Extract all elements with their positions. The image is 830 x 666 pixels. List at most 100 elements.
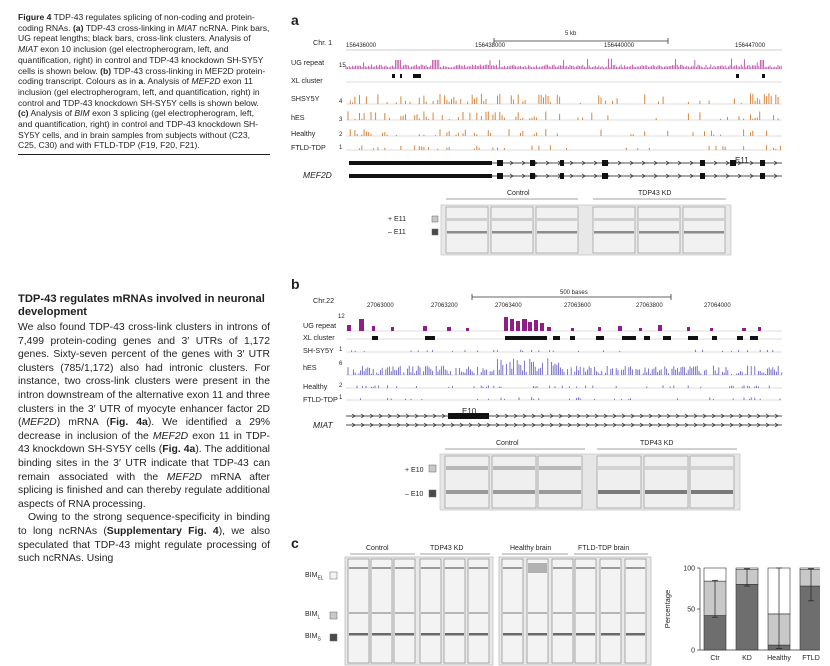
strand-chevron (701, 173, 706, 179)
gel-band (691, 490, 733, 494)
strand-chevron (387, 422, 392, 428)
xl-cluster-block (762, 74, 765, 78)
panel-a-track-ftld: FTLD-TDP (291, 143, 326, 152)
strand-chevron (545, 160, 550, 166)
strand-chevron (689, 160, 694, 166)
panel-a-track-max: 2 (339, 132, 343, 138)
gel-band (639, 231, 679, 234)
strand-chevron (432, 413, 437, 419)
band-swatch (329, 571, 338, 580)
paragraph-1: We also found TDP-43 cross-link clusters… (18, 322, 271, 510)
gel-lane (490, 206, 534, 254)
panel-a-track-shsy5y: SHSY5Y (291, 94, 320, 103)
panel-a-track-ug: UG repeat (291, 58, 325, 67)
panel-b-track-ftld: FTLD-TDP (303, 395, 338, 404)
strand-chevron (531, 422, 536, 428)
strand-chevron (450, 422, 455, 428)
gel-lane (491, 455, 537, 509)
strand-chevron (737, 173, 742, 179)
strand-chevron (581, 173, 586, 179)
gel-band (528, 612, 547, 614)
exon-block (448, 413, 489, 419)
gel-band (446, 490, 488, 494)
xl-cluster-block (553, 336, 560, 340)
band-swatch (431, 228, 439, 236)
gel-lane (535, 206, 579, 254)
strand-chevron (617, 160, 622, 166)
panel-c-band-label: BIMS (305, 633, 321, 643)
ug-repeat-bar (522, 319, 527, 331)
panel-b-gene-name: MIAT (313, 420, 333, 430)
strand-chevron (396, 413, 401, 419)
panel-b-scale-label: 500 bases (560, 290, 588, 296)
strand-chevron (432, 422, 437, 428)
gel-band (469, 612, 488, 614)
paragraph-2: Owing to the strong sequence-specificity… (18, 512, 270, 565)
panel-c-gels (329, 553, 652, 666)
article-body: We also found TDP-43 cross-link clusters… (18, 321, 270, 566)
y-axis-label: Percentage (663, 590, 672, 628)
panel-a-track-max: 15 (339, 63, 346, 69)
exon-block (602, 173, 608, 179)
strand-chevron (711, 422, 716, 428)
gel-band (601, 567, 620, 569)
strand-chevron (747, 422, 752, 428)
exon-block (560, 173, 564, 179)
exon-block (530, 173, 535, 179)
strand-chevron (533, 173, 538, 179)
gel-band (493, 466, 535, 470)
panel-b-track-hes: hES (303, 363, 317, 372)
panel-a-track-max: 3 (339, 117, 343, 123)
strand-chevron (396, 422, 401, 428)
gel-band (601, 612, 620, 614)
strand-chevron (641, 173, 646, 179)
gel-band (492, 231, 532, 234)
strand-chevron (675, 422, 680, 428)
strand-chevron (749, 160, 754, 166)
gel-lane (574, 558, 597, 664)
strand-chevron (567, 413, 572, 419)
strand-chevron (738, 422, 743, 428)
ug-repeat-bar (372, 326, 375, 331)
strand-chevron (576, 422, 581, 428)
ug-repeat-bar (347, 325, 351, 331)
gel-band (626, 633, 645, 636)
strand-chevron (729, 413, 734, 419)
panel-a-coord: 156438000 (475, 43, 506, 49)
xl-cluster-block (596, 336, 604, 340)
strand-chevron (522, 422, 527, 428)
strand-chevron (675, 413, 680, 419)
gel-band (553, 612, 572, 614)
gel-band (447, 218, 487, 221)
gel-lane (599, 558, 622, 664)
gel-lane (643, 455, 689, 509)
fig-ref-link[interactable]: Supplementary Fig. 4 (106, 525, 219, 537)
strand-chevron (612, 413, 617, 419)
strand-chevron (621, 422, 626, 428)
strand-chevron (378, 413, 383, 419)
gel-band (594, 231, 634, 234)
gel-lane (526, 558, 549, 664)
fig-ref-link[interactable]: Fig. 4a (109, 417, 148, 429)
strand-chevron (351, 422, 356, 428)
ug-repeat-bar (547, 327, 551, 331)
gel-band (421, 567, 440, 569)
panel-b-track-ug: UG repeat (303, 321, 337, 330)
gel-band (601, 633, 620, 636)
panel-b-track-max: 6 (339, 361, 343, 367)
gel-band (503, 633, 522, 636)
strand-chevron (405, 413, 410, 419)
panel-c-gel-group: TDP43 KD (430, 545, 464, 552)
gel-band (372, 633, 391, 636)
strand-chevron (702, 422, 707, 428)
strand-chevron (756, 413, 761, 419)
figure-caption: Figure 4 TDP-43 regulates splicing of no… (18, 12, 270, 156)
gel-lane (444, 455, 490, 509)
panel-b-track-healthy: Healthy (303, 382, 328, 391)
strand-chevron (423, 422, 428, 428)
strand-chevron (612, 422, 617, 428)
strand-chevron (504, 422, 509, 428)
ug-repeat-bar (758, 327, 761, 331)
fig-ref-link[interactable]: Fig. 4a (162, 444, 196, 456)
panel-c-band-label: BIMEL (305, 572, 324, 582)
